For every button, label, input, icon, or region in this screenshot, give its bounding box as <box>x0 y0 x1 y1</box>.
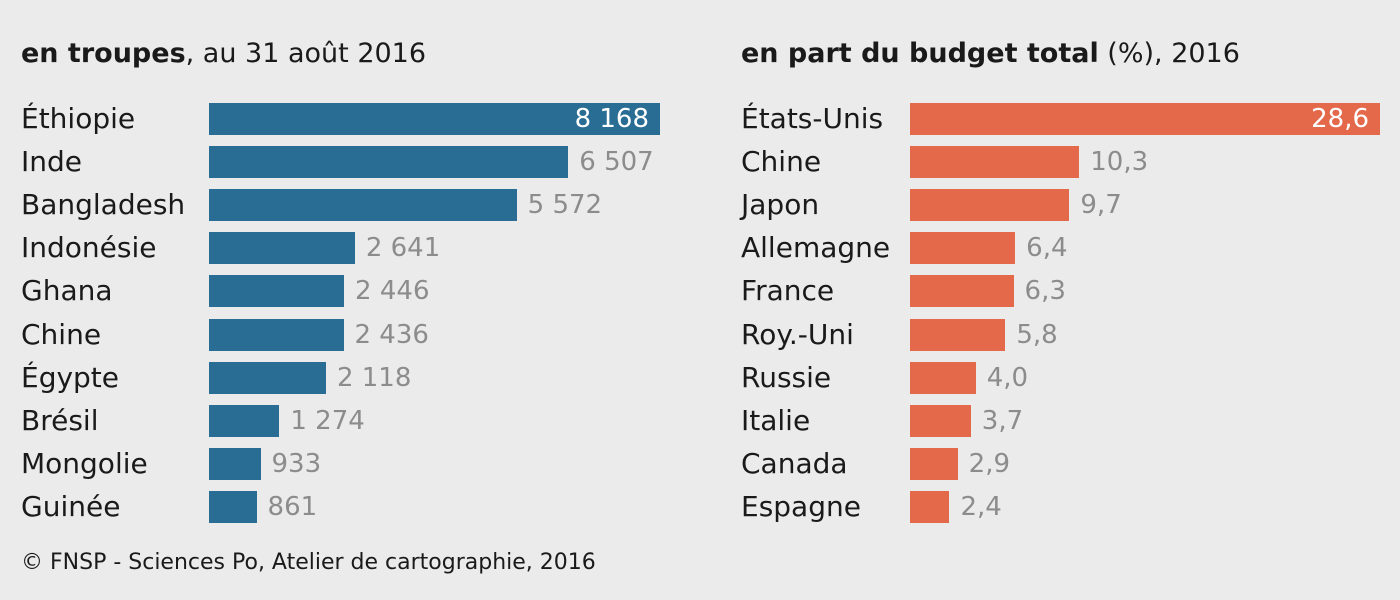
budget-category-label: États-Unis <box>741 102 884 135</box>
budget-category-label: Espagne <box>741 489 861 523</box>
budget-category-label: Russie <box>741 360 832 394</box>
troops-bar <box>209 146 569 179</box>
troops-category-label: Mongolie <box>21 446 148 480</box>
troops-category-label: Chine <box>21 317 102 351</box>
troops-value-label: 2 436 <box>354 319 429 350</box>
troops-value-label: 8 168 <box>574 104 649 134</box>
troops-bar <box>209 361 326 394</box>
budget-bar <box>910 490 950 523</box>
troops-value-label: 933 <box>271 448 322 479</box>
troops-category-label: Égypte <box>21 360 120 394</box>
budget-category-label: Italie <box>741 403 811 437</box>
troops-bar-row: Égypte 2 118 <box>0 360 700 394</box>
troops-bar-row: Mongolie 933 <box>0 446 700 480</box>
budget-bar <box>910 361 976 394</box>
budget-category-label: Allemagne <box>741 231 891 265</box>
troops-bar <box>209 103 660 135</box>
troops-bar <box>209 318 344 351</box>
budget-bar <box>910 146 1080 179</box>
budget-value-label: 2,9 <box>968 448 1011 479</box>
troops-bar <box>209 275 345 308</box>
budget-bar <box>910 275 1014 308</box>
budget-value-label: 5,8 <box>1016 319 1058 350</box>
budget-bar <box>910 103 1380 135</box>
troops-bar <box>209 404 280 437</box>
troops-chart-title-rest: , au 31 août 2016 <box>185 38 427 69</box>
budget-bar-row: Russie 4,0 <box>700 360 1400 394</box>
troops-category-label: Indonésie <box>21 231 157 265</box>
troops-bar-row: Bangladesh 5 572 <box>0 188 700 222</box>
troops-category-label: Ghana <box>21 274 113 308</box>
troops-bars: Éthiopie 8 168 Inde 6 507 Bangladesh 5 572 Ind… <box>0 0 700 540</box>
troops-value-label: 1 274 <box>290 405 365 436</box>
troops-value-label: 5 572 <box>527 190 603 221</box>
budget-bar-row: Espagne 2,4 <box>700 489 1400 523</box>
troops-bar-row: Chine 2 436 <box>0 317 700 351</box>
budget-bar <box>910 189 1070 222</box>
troops-category-label: Brésil <box>21 403 99 437</box>
budget-chart-title: en part du budget total (%), 2016 <box>741 38 1240 69</box>
budget-bar <box>910 232 1016 265</box>
troops-chart-title-bold: en troupes <box>21 38 186 69</box>
budget-category-label: Chine <box>741 145 822 179</box>
troops-bar-row: Inde 6 507 <box>0 145 700 179</box>
troops-value-label: 6 507 <box>579 147 654 178</box>
troops-category-label: Éthiopie <box>21 102 136 135</box>
budget-bar-row: Allemagne 6,4 <box>700 231 1400 265</box>
budget-chart-panel: en part du budget total (%), 2016 États-… <box>700 0 1400 540</box>
source-credit: © FNSP - Sciences Po, Atelier de cartogr… <box>21 550 596 575</box>
budget-bar <box>910 447 958 480</box>
troops-bar <box>209 232 355 265</box>
budget-bar-row: États-Unis 28,6 <box>700 103 1400 135</box>
budget-bar <box>910 404 971 437</box>
budget-bar-row: Japon 9,7 <box>700 188 1400 222</box>
troops-bar <box>209 447 261 480</box>
budget-category-label: France <box>741 274 835 308</box>
budget-value-label: 4,0 <box>986 362 1029 393</box>
budget-bar <box>910 318 1006 351</box>
budget-chart-title-rest: (%), 2016 <box>1098 38 1240 69</box>
budget-bars: États-Unis 28,6 Chine 10,3 Japon 9,7 Allemagne… <box>700 0 1400 540</box>
budget-category-label: Roy.-Uni <box>741 317 854 351</box>
troops-category-label: Inde <box>21 145 83 179</box>
troops-bar-row: Brésil 1 274 <box>0 403 700 437</box>
troops-chart-panel: en troupes, au 31 août 2016 Éthiopie 8 16… <box>0 0 700 540</box>
troops-bar-row: Guinée 861 <box>0 489 700 523</box>
troops-bar-row: Indonésie 2 641 <box>0 231 700 265</box>
troops-bar-row: Éthiopie 8 168 <box>0 103 700 135</box>
budget-bar-row: France 6,3 <box>700 274 1400 308</box>
budget-value-label: 3,7 <box>981 405 1024 436</box>
troops-value-label: 2 641 <box>365 233 441 264</box>
budget-value-label: 6,4 <box>1026 233 1068 264</box>
budget-value-label: 2,4 <box>960 491 1002 522</box>
troops-value-label: 861 <box>267 491 318 522</box>
troops-chart-title: en troupes, au 31 août 2016 <box>21 38 426 69</box>
troops-bar <box>209 490 257 523</box>
budget-bar-row: Italie 3,7 <box>700 403 1400 437</box>
budget-bar-row: Chine 10,3 <box>700 145 1400 179</box>
budget-value-label: 10,3 <box>1090 147 1149 178</box>
troops-bar-row: Ghana 2 446 <box>0 274 700 308</box>
budget-category-label: Canada <box>741 446 848 480</box>
budget-bar-row: Canada 2,9 <box>700 446 1400 480</box>
budget-category-label: Japon <box>741 188 820 222</box>
troops-bar <box>209 189 517 222</box>
budget-bar-row: Roy.-Uni 5,8 <box>700 317 1400 351</box>
budget-value-label: 28,6 <box>1311 104 1369 134</box>
troops-category-label: Guinée <box>21 489 121 523</box>
troops-value-label: 2 118 <box>336 362 412 393</box>
budget-chart-title-bold: en part du budget total <box>741 38 1099 69</box>
troops-category-label: Bangladesh <box>21 188 186 222</box>
budget-value-label: 6,3 <box>1024 276 1066 307</box>
troops-value-label: 2 446 <box>355 276 430 307</box>
budget-value-label: 9,7 <box>1080 190 1122 221</box>
